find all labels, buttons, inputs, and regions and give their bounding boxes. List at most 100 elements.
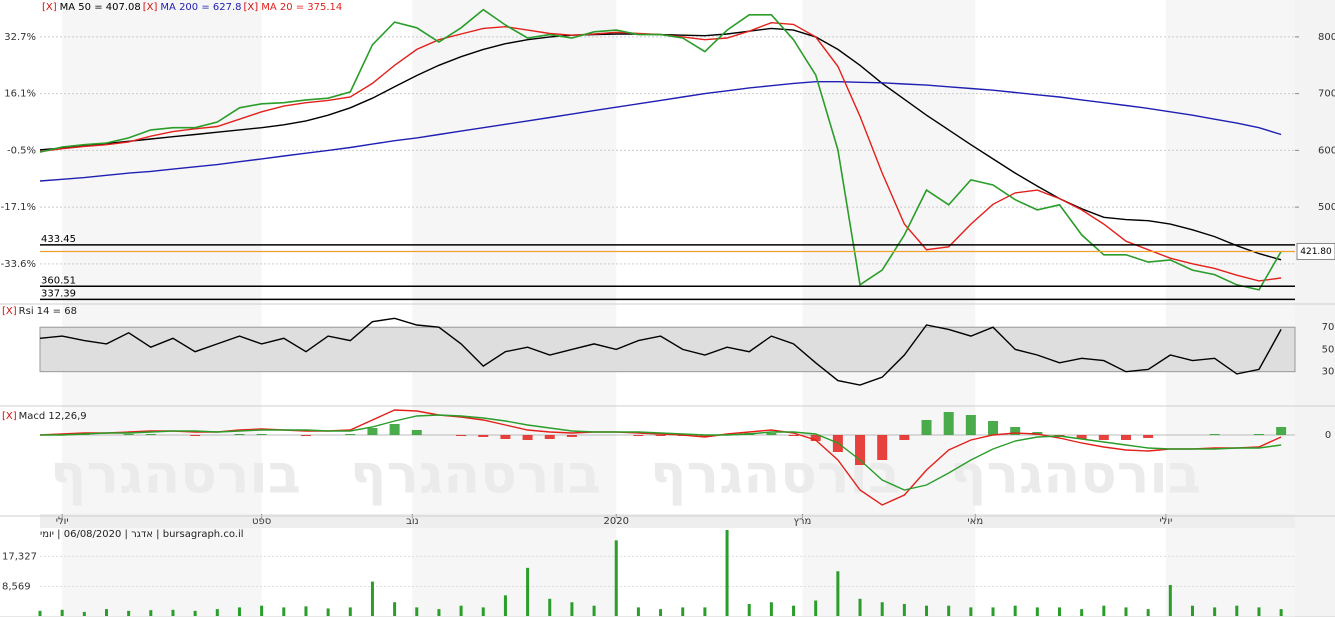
volume-bar xyxy=(1190,605,1194,616)
volume-bar xyxy=(703,607,707,616)
x-tick-label: 2020 xyxy=(604,516,629,527)
macd-histogram-bar xyxy=(544,435,555,439)
x-tick-label: מאי xyxy=(967,516,983,527)
volume-bar xyxy=(925,605,929,616)
month-band xyxy=(412,0,617,616)
volume-title: bursagraph.co.il | אדגר | 06/08/2020 | י… xyxy=(40,529,244,540)
volume-bar xyxy=(393,602,397,616)
right-axis-bg xyxy=(1295,0,1335,617)
legend-entry: MA 20 = 375.14 xyxy=(261,2,342,13)
volume-bar xyxy=(215,609,219,616)
watermark: בורסהגרף xyxy=(950,443,1201,506)
macd-histogram-bar xyxy=(500,435,511,439)
volume-bar xyxy=(592,605,596,616)
macd-histogram-bar xyxy=(522,435,533,440)
level-label: 360.51 xyxy=(41,275,76,286)
macd-histogram-bar xyxy=(899,435,910,440)
legend-control[interactable]: [X] xyxy=(244,2,259,13)
volume-bar xyxy=(171,609,175,616)
y-tick-label: -0.5% xyxy=(7,145,36,156)
macd-histogram-bar xyxy=(411,430,422,435)
y2-tick-label: 500 xyxy=(1318,202,1335,213)
legend-control[interactable]: [X] xyxy=(42,2,57,13)
volume-bar xyxy=(769,602,773,616)
legend-control[interactable]: [X] xyxy=(143,2,158,13)
macd-histogram-bar xyxy=(256,434,267,435)
rsi-band xyxy=(39,326,1296,373)
macd-histogram-bar xyxy=(655,435,666,436)
macd-histogram-bar xyxy=(1076,435,1087,439)
macd-histogram-bar xyxy=(478,435,489,437)
y2-tick-label: 800 xyxy=(1318,32,1335,43)
macd-histogram-bar xyxy=(389,424,400,435)
series-line xyxy=(39,81,1282,182)
volume-bar xyxy=(1168,585,1172,616)
macd-histogram-bar xyxy=(190,435,201,436)
x-tick-label: נוב xyxy=(406,516,419,527)
panel-title: Rsi 14 = 68 xyxy=(19,306,77,317)
volume-bar xyxy=(1146,609,1150,616)
month-band xyxy=(802,0,976,616)
month-band xyxy=(62,0,262,616)
volume-bar xyxy=(636,607,640,616)
volume-bar xyxy=(526,567,530,616)
volume-bar xyxy=(193,610,197,616)
volume-bar xyxy=(858,598,862,616)
x-tick-label: מרץ xyxy=(793,516,811,527)
panel-control[interactable]: [X] xyxy=(2,411,17,422)
legend-entry: MA 200 = 627.8 xyxy=(160,2,241,13)
volume-bar xyxy=(969,607,973,616)
macd-histogram-bar xyxy=(123,434,134,435)
panel-title: Macd 12,26,9 xyxy=(19,411,87,422)
volume-bar xyxy=(1102,605,1106,616)
macd-histogram-bar xyxy=(145,434,156,435)
volume-bar xyxy=(104,609,108,616)
volume-bar xyxy=(814,600,818,616)
volume-bar xyxy=(1035,607,1039,616)
series-line xyxy=(39,317,1282,386)
volume-bar xyxy=(747,603,751,616)
volume-bar xyxy=(1124,607,1128,616)
volume-bar xyxy=(570,602,574,616)
macd-histogram-bar xyxy=(877,435,888,460)
series-line xyxy=(39,8,1282,291)
watermark: בורסהגרף xyxy=(350,443,601,506)
volume-bar xyxy=(304,606,308,616)
volume-bar xyxy=(503,595,507,616)
series-line xyxy=(40,414,1282,491)
macd-histogram-bar xyxy=(456,435,467,436)
volume-bar xyxy=(415,607,419,616)
macd-histogram-bar xyxy=(1143,435,1154,438)
volume-bar xyxy=(282,607,286,616)
volume-bar xyxy=(1013,605,1017,616)
volume-bar xyxy=(38,610,42,616)
watermark: בורסהגרף xyxy=(50,443,301,506)
y-tick-label: 16.1% xyxy=(4,89,36,100)
volume-bar xyxy=(614,540,618,616)
macd-histogram-bar xyxy=(1120,435,1131,440)
panel-control[interactable]: [X] xyxy=(2,306,17,317)
level-label: 337.39 xyxy=(41,288,76,299)
volume-bar xyxy=(902,603,906,616)
volume-bar xyxy=(1257,607,1261,616)
series-line xyxy=(39,409,1282,506)
macd-histogram-bar xyxy=(234,434,245,435)
y-tick-label: 50 xyxy=(1322,344,1335,355)
volume-bar xyxy=(836,571,840,616)
y-tick-label: 0 xyxy=(1325,430,1331,441)
last-price-label: 421.80 xyxy=(1300,247,1332,257)
macd-histogram-bar xyxy=(965,415,976,435)
macd-histogram-bar xyxy=(300,435,311,436)
x-tick-label: יולי xyxy=(56,516,69,527)
volume-bar xyxy=(481,607,485,616)
volume-bar xyxy=(991,607,995,616)
volume-bar xyxy=(947,605,951,616)
x-tick-label: יולי xyxy=(1159,516,1172,527)
macd-histogram-bar xyxy=(566,435,577,437)
volume-bar xyxy=(1080,609,1084,616)
volume-bar xyxy=(437,609,441,616)
macd-histogram-bar xyxy=(810,435,821,441)
volume-bar xyxy=(681,607,685,616)
